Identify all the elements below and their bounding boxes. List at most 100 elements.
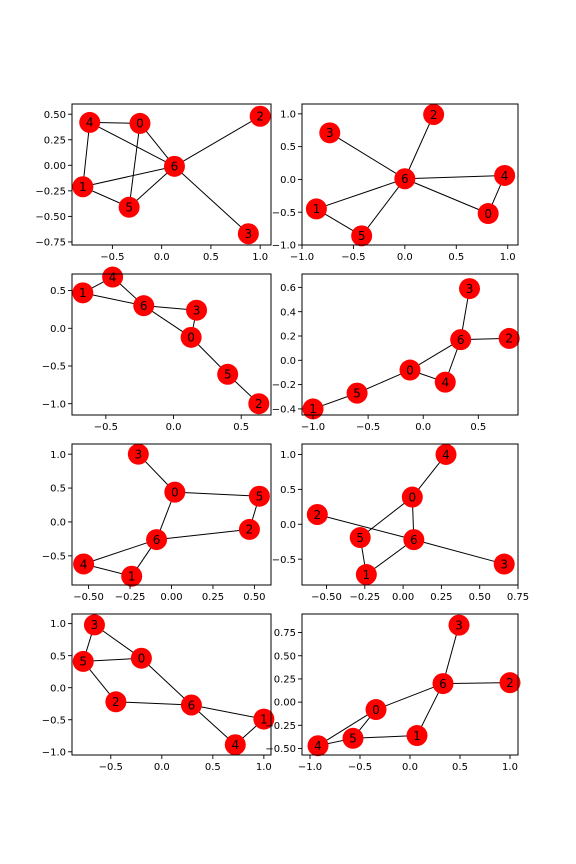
node-4 bbox=[102, 266, 124, 288]
node-label-2: 2 bbox=[246, 523, 254, 537]
node-0 bbox=[164, 481, 186, 503]
node-label-4: 4 bbox=[442, 448, 450, 462]
axes-frame bbox=[71, 103, 272, 246]
x-tick-label: 0.25 bbox=[202, 592, 224, 603]
edge-6-1 bbox=[316, 178, 406, 210]
node-label-1: 1 bbox=[79, 286, 87, 300]
y-tick-label: 0.50 bbox=[274, 651, 296, 662]
y-tick-label: 0.0 bbox=[280, 356, 296, 367]
node-6 bbox=[450, 329, 472, 351]
x-tick-label: 0.00 bbox=[160, 592, 182, 603]
x-tick-label: −1.0 bbox=[290, 252, 314, 263]
node-label-0: 0 bbox=[408, 490, 416, 504]
node-3 bbox=[127, 443, 149, 465]
y-tick-label: −0.50 bbox=[265, 744, 296, 755]
x-tick-label: 0.50 bbox=[243, 592, 265, 603]
node-0 bbox=[399, 359, 421, 381]
node-4 bbox=[73, 553, 95, 575]
node-label-4: 4 bbox=[86, 116, 94, 130]
node-4 bbox=[435, 443, 457, 465]
node-2 bbox=[498, 327, 520, 349]
x-tick-label: −0.25 bbox=[115, 592, 146, 603]
edge-6-2 bbox=[174, 115, 261, 167]
y-tick-label: −0.2 bbox=[272, 380, 296, 391]
node-label-5: 5 bbox=[256, 489, 264, 503]
node-6 bbox=[163, 155, 185, 177]
y-tick-label: 0.5 bbox=[280, 142, 296, 153]
node-3 bbox=[319, 122, 341, 144]
node-3 bbox=[448, 614, 470, 636]
node-6 bbox=[394, 168, 416, 190]
edge-6-1 bbox=[191, 704, 264, 720]
node-1 bbox=[72, 176, 94, 198]
node-label-6: 6 bbox=[410, 533, 418, 547]
x-tick-label: −0.50 bbox=[311, 592, 342, 603]
node-label-5: 5 bbox=[358, 229, 366, 243]
y-tick-label: 0.0 bbox=[50, 683, 66, 694]
node-2 bbox=[238, 518, 260, 540]
y-tick-label: −0.25 bbox=[265, 721, 296, 732]
node-1 bbox=[121, 565, 143, 587]
x-tick-label: −0.5 bbox=[100, 252, 124, 263]
y-tick-label: 0.5 bbox=[50, 651, 66, 662]
y-tick-label: 0.6 bbox=[280, 283, 296, 294]
node-label-6: 6 bbox=[439, 677, 447, 691]
node-label-0: 0 bbox=[187, 331, 195, 345]
edge-2-6 bbox=[115, 701, 192, 706]
x-tick-label: 0.50 bbox=[469, 592, 491, 603]
x-tick-label: 0.00 bbox=[392, 592, 414, 603]
x-tick-label: −1.0 bbox=[298, 762, 322, 773]
y-tick-label: 0.5 bbox=[50, 484, 66, 495]
node-5 bbox=[217, 363, 239, 385]
edge-6-2 bbox=[442, 682, 511, 685]
node-label-5: 5 bbox=[356, 531, 364, 545]
node-3 bbox=[493, 553, 515, 575]
x-tick-label: −0.5 bbox=[99, 762, 123, 773]
edge-0-6 bbox=[375, 683, 444, 711]
node-4 bbox=[79, 111, 101, 133]
network-panel-2: 0 1 2 3 4 5 6 −1.0 −0.5 0.0 0.5 1.0 −1.0 −0.5 0.0 0.5 1.… bbox=[272, 103, 519, 263]
x-tick-label: 0.5 bbox=[203, 252, 219, 263]
node-1 bbox=[406, 725, 428, 747]
y-tick-label: −0.50 bbox=[35, 212, 66, 223]
y-tick-label: 0.50 bbox=[44, 110, 66, 121]
x-tick-label: 1.0 bbox=[252, 252, 268, 263]
y-tick-label: 0.00 bbox=[44, 161, 66, 172]
node-2 bbox=[306, 504, 328, 525]
network-panel-6: 0 1 2 3 4 5 6 −0.50 −0.25 0.00 0.25 0.50 0.75 −0.5 0.0… bbox=[272, 443, 529, 603]
node-4 bbox=[434, 371, 456, 393]
node-label-2: 2 bbox=[430, 108, 438, 122]
y-tick-label: −0.5 bbox=[272, 208, 296, 219]
node-3 bbox=[237, 223, 259, 245]
y-tick-label: 1.0 bbox=[280, 109, 296, 120]
y-tick-label: −0.75 bbox=[35, 238, 66, 249]
node-label-1: 1 bbox=[128, 569, 136, 583]
node-label-3: 3 bbox=[500, 557, 508, 571]
node-label-1: 1 bbox=[260, 712, 268, 726]
x-tick-label: 0.5 bbox=[448, 252, 464, 263]
y-tick-label: −0.5 bbox=[42, 362, 66, 373]
x-tick-label: 0.5 bbox=[205, 762, 221, 773]
y-tick-label: −1.0 bbox=[272, 241, 296, 252]
node-label-1: 1 bbox=[413, 729, 421, 743]
node-6 bbox=[146, 529, 168, 551]
node-3 bbox=[186, 299, 208, 321]
node-label-3: 3 bbox=[245, 227, 253, 241]
node-label-4: 4 bbox=[231, 738, 239, 752]
y-tick-label: 0.00 bbox=[274, 698, 296, 709]
edge-0-5 bbox=[174, 491, 260, 497]
axes-frame bbox=[301, 273, 519, 416]
node-label-6: 6 bbox=[401, 172, 409, 186]
edge-2-6 bbox=[156, 528, 250, 541]
x-tick-label: −0.50 bbox=[73, 592, 104, 603]
edge-6-2 bbox=[404, 114, 435, 179]
y-tick-label: −1.0 bbox=[42, 747, 66, 758]
node-0 bbox=[365, 699, 387, 721]
y-tick-label: −0.5 bbox=[42, 551, 66, 562]
y-tick-label: 0.2 bbox=[280, 332, 296, 343]
y-tick-label: −0.5 bbox=[272, 555, 296, 566]
node-2 bbox=[249, 105, 271, 127]
x-tick-label: 0.0 bbox=[402, 762, 418, 773]
node-label-3: 3 bbox=[466, 282, 474, 296]
